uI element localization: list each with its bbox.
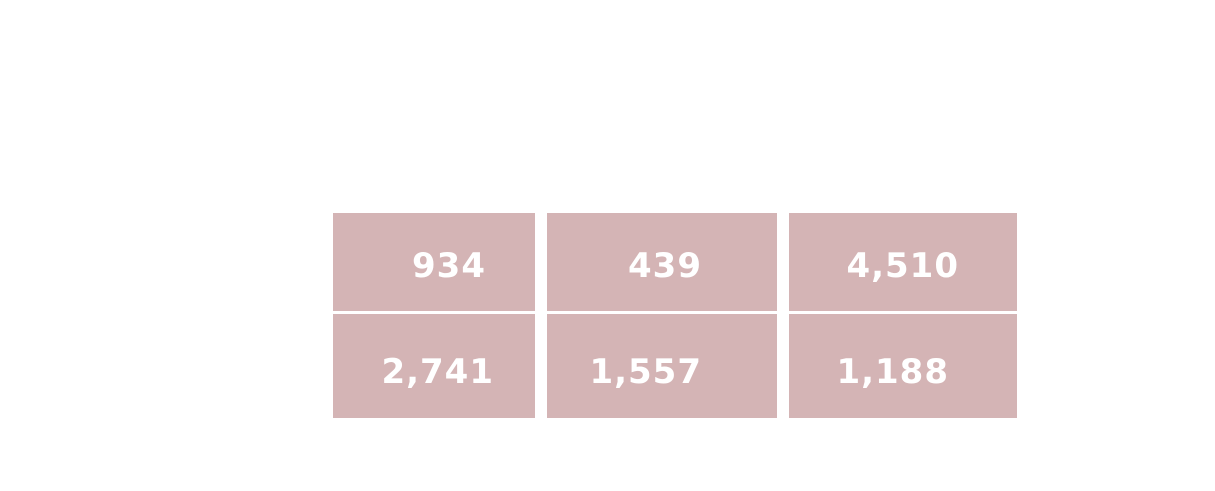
table-cell-value: 439 [628,246,702,286]
table-cell-background [547,213,777,311]
table-cell-value: 2,741 [381,352,494,392]
table-cell-value: 1,188 [836,352,949,392]
table-cell-value: 4,510 [846,246,959,286]
table-cell-value: 934 [412,246,486,286]
table-cell-background [333,314,535,418]
table-cell-background [547,314,777,418]
table-cell-r2-c1: 2,741 [333,314,535,418]
table-cell-r2-c2: 1,557 [547,314,777,418]
table-cell-value: 1,557 [589,352,702,392]
table-cell-background [789,213,1017,311]
table-cell-r1-c2: 439 [547,213,777,311]
table-cell-r1-c1: 934 [333,213,535,311]
table-cell-r2-c3: 1,188 [789,314,1017,418]
table-cells: 934 439 4,510 2,741 1,557 1,188 [333,213,1017,418]
table-cell-r1-c3: 4,510 [789,213,1017,311]
table-cell-background [789,314,1017,418]
table-cell-background [333,213,535,311]
